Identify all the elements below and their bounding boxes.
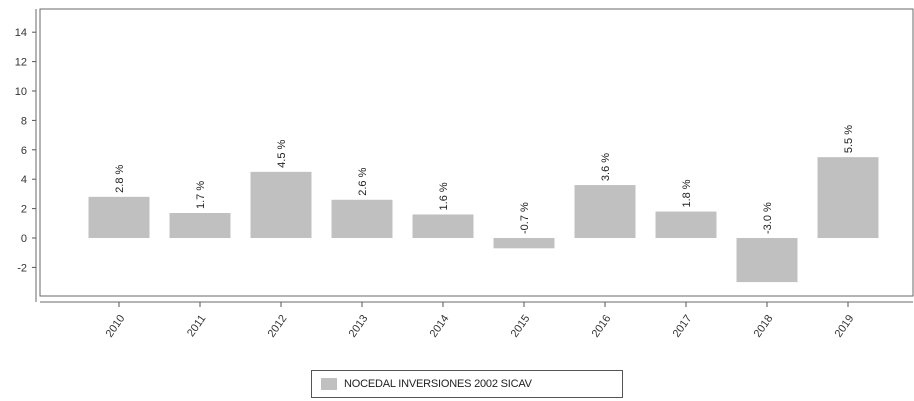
legend-swatch bbox=[321, 378, 337, 390]
x-tick-label: 2018 bbox=[752, 313, 776, 340]
value-label: 2.6 % bbox=[357, 167, 369, 195]
legend-label: NOCEDAL INVERSIONES 2002 SICAV bbox=[344, 378, 532, 390]
x-tick-label: 2012 bbox=[266, 313, 290, 340]
value-label: 5.5 % bbox=[843, 125, 855, 153]
bar bbox=[250, 171, 312, 238]
value-label: -3.0 % bbox=[762, 202, 774, 234]
bar bbox=[88, 196, 150, 238]
x-tick-label: 2011 bbox=[185, 313, 208, 339]
y-tick-label: 4 bbox=[21, 174, 27, 186]
x-tick-label: 2013 bbox=[347, 313, 371, 340]
value-label: 2.8 % bbox=[114, 164, 126, 192]
bar bbox=[169, 213, 231, 238]
value-label: 1.6 % bbox=[438, 182, 450, 210]
y-tick-label: 14 bbox=[15, 27, 27, 39]
bar bbox=[331, 199, 393, 238]
value-label: 1.7 % bbox=[195, 181, 207, 209]
value-label: 3.6 % bbox=[600, 153, 612, 181]
bar bbox=[655, 211, 717, 238]
plot-area-frame bbox=[39, 8, 914, 297]
bar-chart: 14 12 10 8 6 4 2 0 -2 2.8 % 1.7 % 4.5 % 2.6 % 1.6 % -… bbox=[15, 8, 914, 340]
bar bbox=[736, 238, 798, 283]
y-tick-label: 8 bbox=[21, 115, 27, 127]
bar bbox=[493, 238, 555, 249]
bar bbox=[817, 157, 879, 238]
y-tick-label: 10 bbox=[15, 86, 27, 98]
bar bbox=[574, 185, 636, 238]
x-tick-label: 2010 bbox=[104, 313, 128, 340]
legend: NOCEDAL INVERSIONES 2002 SICAV bbox=[311, 370, 623, 398]
bar bbox=[412, 214, 474, 238]
y-tick-label: -2 bbox=[17, 262, 27, 274]
y-tick-label: 0 bbox=[21, 233, 27, 245]
y-tick-label: 12 bbox=[15, 57, 27, 69]
x-tick-label: 2019 bbox=[833, 313, 857, 340]
x-tick-label: 2016 bbox=[590, 313, 614, 340]
y-tick-label: 2 bbox=[21, 204, 27, 216]
value-label: 1.8 % bbox=[681, 179, 693, 207]
x-tick-label: 2014 bbox=[428, 313, 452, 340]
y-tick-label: 6 bbox=[21, 145, 27, 157]
value-label: -0.7 % bbox=[519, 202, 531, 234]
value-label: 4.5 % bbox=[276, 140, 288, 168]
x-tick-label: 2015 bbox=[509, 313, 533, 340]
x-tick-label: 2017 bbox=[671, 313, 695, 340]
